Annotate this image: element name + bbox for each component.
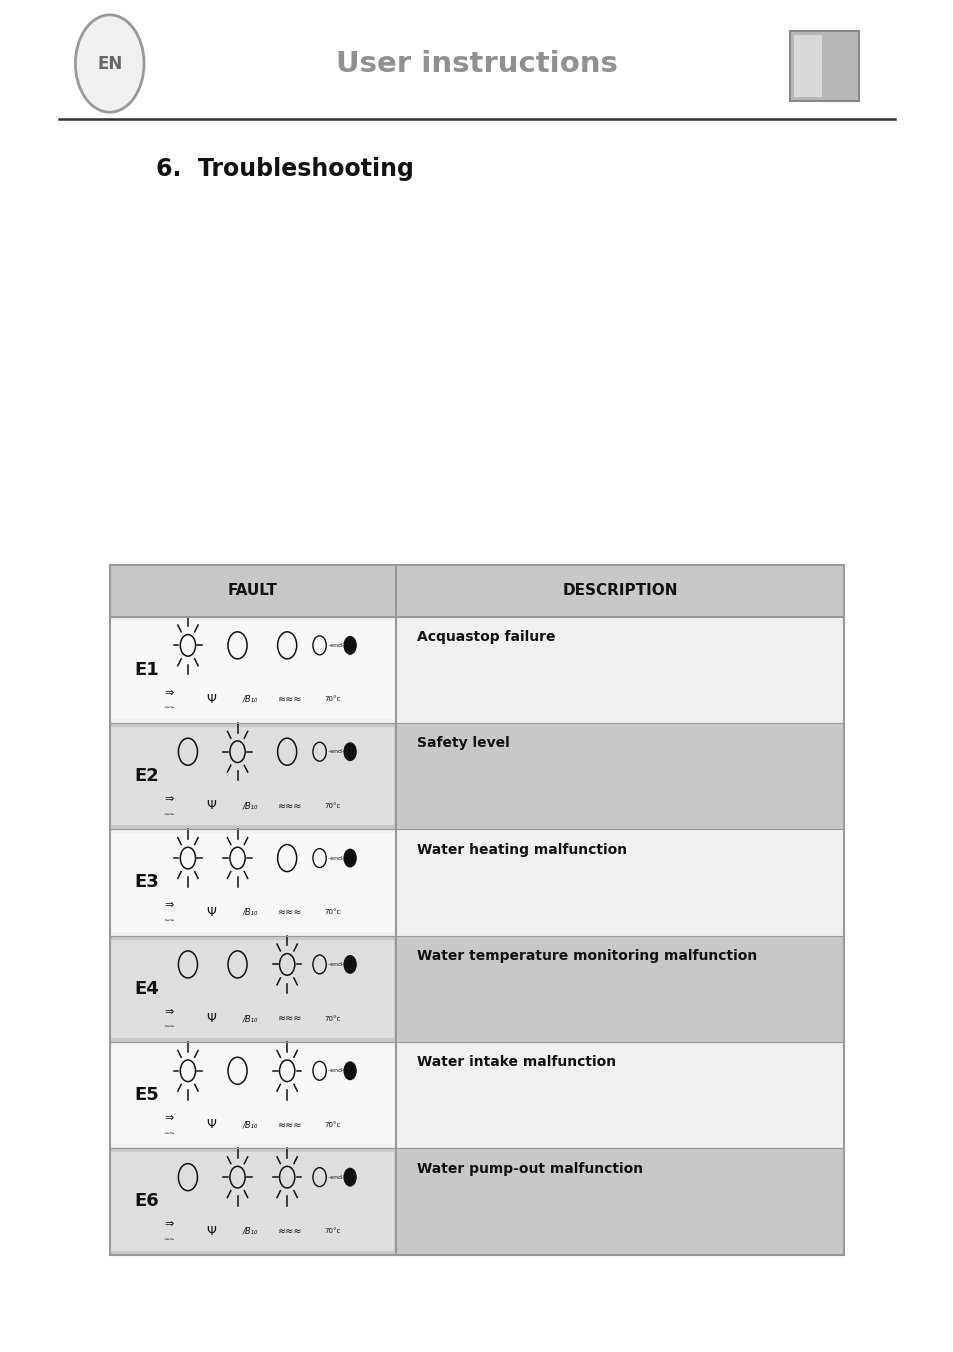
Circle shape [343, 635, 356, 654]
Text: ≈≈≈: ≈≈≈ [278, 1119, 302, 1130]
Bar [111, 833, 394, 932]
Text: ∼∼: ∼∼ [163, 811, 174, 817]
Text: FAULT: FAULT [228, 583, 277, 599]
Bar [789, 31, 858, 101]
Text: –end–: –end– [327, 856, 345, 861]
Text: Water pump-out malfunction: Water pump-out malfunction [416, 1161, 642, 1176]
Text: –end–: –end– [327, 1175, 345, 1180]
Text: /B₁₀: /B₁₀ [243, 1014, 258, 1023]
Bar [793, 35, 821, 97]
Bar [111, 1152, 394, 1251]
Text: /B₁₀: /B₁₀ [243, 1121, 258, 1129]
Text: –end–: –end– [327, 749, 345, 754]
Text: ⇒: ⇒ [164, 1220, 173, 1229]
Bar [110, 1042, 843, 1148]
Text: User instructions: User instructions [335, 50, 618, 77]
Text: Water intake malfunction: Water intake malfunction [416, 1056, 616, 1069]
Circle shape [343, 955, 356, 973]
Bar [111, 1046, 394, 1144]
Circle shape [343, 849, 356, 868]
Circle shape [75, 15, 144, 112]
Text: /B₁₀: /B₁₀ [243, 907, 258, 917]
Text: DESCRIPTION: DESCRIPTION [561, 583, 678, 599]
Bar [110, 565, 843, 1255]
Text: E1: E1 [134, 661, 159, 679]
Text: ⇒: ⇒ [164, 794, 173, 804]
Text: –end–: –end– [327, 1068, 345, 1073]
Text: /B₁₀: /B₁₀ [243, 1226, 258, 1236]
Text: ≈≈≈: ≈≈≈ [278, 1226, 302, 1236]
Text: ∼∼: ∼∼ [163, 704, 174, 711]
Text: Safety level: Safety level [416, 737, 509, 750]
Circle shape [343, 1168, 356, 1187]
Text: 70°c: 70°c [324, 1228, 340, 1234]
Text: Ψ: Ψ [206, 694, 215, 706]
Text: Water temperature monitoring malfunction: Water temperature monitoring malfunction [416, 949, 757, 963]
Circle shape [343, 1061, 356, 1080]
Bar [110, 723, 843, 829]
Text: E6: E6 [134, 1192, 159, 1210]
Text: ∼∼: ∼∼ [163, 1236, 174, 1242]
Text: 70°c: 70°c [324, 803, 340, 808]
Text: ≈≈≈: ≈≈≈ [278, 800, 302, 811]
Bar [110, 829, 843, 936]
Text: /B₁₀: /B₁₀ [243, 802, 258, 810]
Bar [110, 936, 843, 1042]
Text: ≈≈≈: ≈≈≈ [278, 1014, 302, 1023]
Text: 6.  Troubleshooting: 6. Troubleshooting [155, 157, 413, 181]
Text: Ψ: Ψ [206, 906, 215, 918]
Text: E5: E5 [134, 1086, 159, 1105]
Text: ∼∼: ∼∼ [163, 1130, 174, 1136]
Text: EN: EN [97, 54, 122, 73]
Text: 70°c: 70°c [324, 1015, 340, 1022]
Circle shape [343, 742, 356, 761]
Text: E4: E4 [134, 980, 159, 998]
Text: E3: E3 [134, 873, 159, 891]
Text: ⇒: ⇒ [164, 900, 173, 910]
Bar [110, 617, 843, 723]
Text: Ψ: Ψ [206, 799, 215, 813]
Bar [111, 621, 394, 719]
Text: ⇒: ⇒ [164, 688, 173, 698]
Text: E2: E2 [134, 767, 159, 786]
Text: ≈≈≈: ≈≈≈ [278, 907, 302, 917]
Text: –end–: –end– [327, 642, 345, 648]
Text: ⇒: ⇒ [164, 1007, 173, 1017]
Text: Ψ: Ψ [206, 1118, 215, 1132]
Text: ∼∼: ∼∼ [163, 917, 174, 923]
Text: Water heating malfunction: Water heating malfunction [416, 842, 626, 857]
Text: ⇒: ⇒ [164, 1113, 173, 1124]
Text: /B₁₀: /B₁₀ [243, 695, 258, 704]
Text: Ψ: Ψ [206, 1225, 215, 1237]
Text: Ψ: Ψ [206, 1013, 215, 1025]
Text: 70°c: 70°c [324, 696, 340, 703]
Text: –end–: –end– [327, 961, 345, 967]
Text: ≈≈≈: ≈≈≈ [278, 695, 302, 704]
Text: 70°c: 70°c [324, 1122, 340, 1128]
Text: ∼∼: ∼∼ [163, 1023, 174, 1030]
Bar [111, 940, 394, 1038]
Text: 70°c: 70°c [324, 909, 340, 915]
Bar [110, 565, 843, 617]
Text: Acquastop failure: Acquastop failure [416, 630, 555, 644]
Bar [110, 1148, 843, 1255]
Bar [111, 727, 394, 825]
